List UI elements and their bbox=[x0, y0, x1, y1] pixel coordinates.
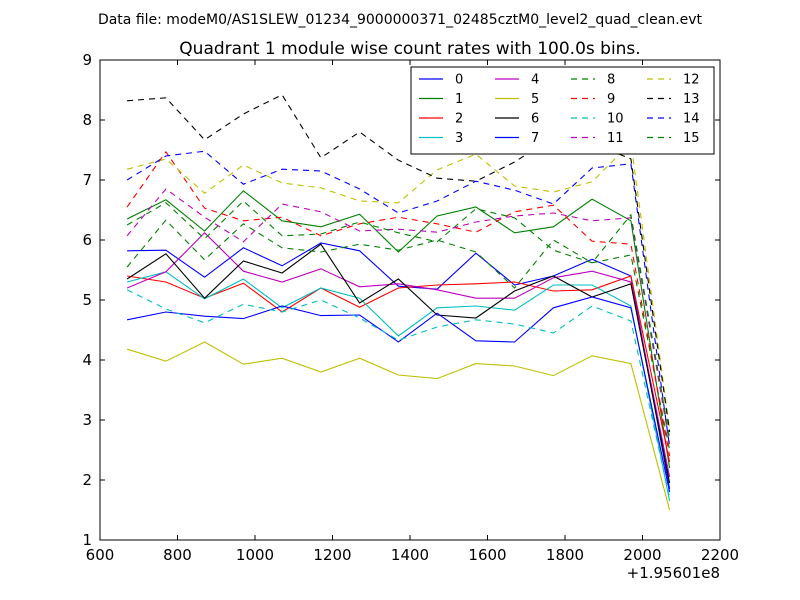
legend-label-3: 3 bbox=[455, 131, 463, 146]
series-line-10 bbox=[126, 289, 671, 499]
series-line-7 bbox=[126, 296, 671, 493]
x-tick-label: 2000 bbox=[623, 546, 661, 564]
legend-label-10: 10 bbox=[607, 112, 624, 127]
y-tick-label: 9 bbox=[82, 51, 92, 69]
legend-label-1: 1 bbox=[455, 92, 463, 107]
legend-label-0: 0 bbox=[455, 73, 463, 88]
series-line-0 bbox=[127, 242, 671, 490]
series-line-5 bbox=[126, 341, 671, 511]
series-line-3 bbox=[126, 271, 671, 502]
y-tick-label: 6 bbox=[82, 231, 92, 249]
chart-suptitle: Data file: modeM0/AS1SLEW_01234_90000003… bbox=[98, 12, 703, 28]
series-line-6 bbox=[126, 243, 671, 484]
legend-label-13: 13 bbox=[683, 92, 700, 107]
y-tick-label: 8 bbox=[82, 111, 92, 129]
series-line-15 bbox=[126, 200, 671, 439]
x-tick-label: 1600 bbox=[468, 546, 506, 564]
legend-label-12: 12 bbox=[683, 73, 700, 88]
legend-label-9: 9 bbox=[607, 92, 615, 107]
legend-label-2: 2 bbox=[455, 112, 463, 127]
series-line-11 bbox=[126, 188, 671, 445]
legend-label-11: 11 bbox=[607, 131, 624, 146]
y-tick-label: 1 bbox=[82, 531, 92, 549]
legend-label-5: 5 bbox=[531, 92, 539, 107]
axes: 600 800 1000 1200 1400 1600 1800 2000 2200123456… bbox=[82, 51, 739, 564]
legend-label-6: 6 bbox=[531, 112, 539, 127]
x-tick-label: 2200 bbox=[701, 546, 739, 564]
series-line-1 bbox=[126, 190, 671, 469]
y-tick-label: 5 bbox=[82, 291, 92, 309]
y-tick-label: 4 bbox=[82, 351, 92, 369]
series-line-4 bbox=[126, 232, 671, 478]
x-tick-label: 1800 bbox=[546, 546, 584, 564]
y-tick-label: 7 bbox=[82, 171, 92, 189]
x-tick-label: 1200 bbox=[313, 546, 351, 564]
legend-box bbox=[410, 66, 715, 155]
series-line-12 bbox=[126, 141, 671, 430]
legend-label-15: 15 bbox=[683, 131, 700, 146]
chart-title: Quadrant 1 module wise count rates with … bbox=[179, 39, 640, 59]
legend-label-14: 14 bbox=[683, 112, 700, 127]
y-tick-label: 3 bbox=[82, 411, 92, 429]
series-layer bbox=[126, 94, 671, 511]
x-tick-label: 600 bbox=[86, 546, 115, 564]
legend-label-7: 7 bbox=[531, 131, 539, 146]
x-tick-label: 1000 bbox=[236, 546, 274, 564]
x-tick-label: 1400 bbox=[391, 546, 429, 564]
legend-label-4: 4 bbox=[531, 73, 539, 88]
y-tick-label: 2 bbox=[82, 471, 92, 489]
x-offset-label: +1.95601e8 bbox=[627, 564, 720, 582]
series-line-8 bbox=[126, 219, 671, 451]
series-line-14 bbox=[126, 150, 671, 448]
x-tick-label: 800 bbox=[163, 546, 192, 564]
legend-label-8: 8 bbox=[607, 73, 615, 88]
